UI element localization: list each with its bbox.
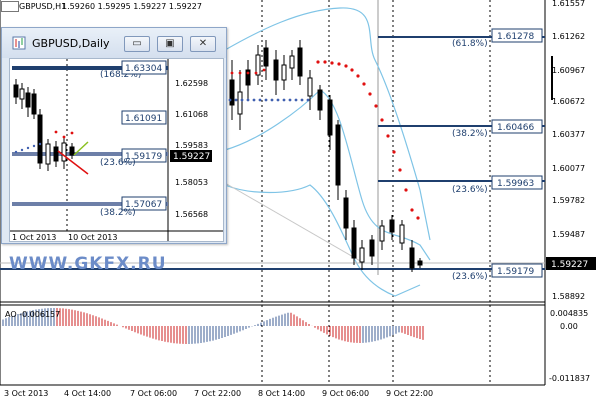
svg-text:1.62598: 1.62598 [175, 79, 208, 88]
fib-level-labels: (61.8%) 1.61278 (38.2%) 1.60466 (23.6%) … [452, 28, 543, 282]
daily-fib-pct-2: (23.6%) [100, 158, 136, 168]
daily-fib-pct-3: (38.2%) [100, 208, 136, 218]
fib-price-3: 1.59179 [497, 267, 534, 277]
daily-price-axis: 1.62598 1.61068 1.59583 1.58053 1.56568 [175, 79, 208, 219]
daily-candles [13, 79, 75, 171]
time-axis: 3 Oct 2013 4 Oct 14:00 7 Oct 06:00 7 Oct… [4, 389, 433, 398]
svg-text:1.61262: 1.61262 [552, 32, 585, 41]
daily-trend-green [73, 141, 89, 156]
daily-chart-window[interactable]: GBPUSD,Daily ▭ ▣ ✕ (168.2%) 1.63304 1.61… [1, 27, 227, 244]
daily-window-titlebar[interactable]: GBPUSD,Daily ▭ ▣ ✕ [2, 28, 226, 58]
svg-text:4 Oct 14:00: 4 Oct 14:00 [64, 389, 111, 398]
close-button[interactable]: ✕ [190, 36, 216, 52]
svg-text:9 Oct 22:00: 9 Oct 22:00 [386, 389, 433, 398]
daily-current-price: 1.59227 [173, 152, 210, 162]
psar-dots-red [230, 60, 420, 220]
daily-fib-price-2: 1.59179 [125, 152, 162, 162]
minimize-button[interactable]: ▭ [124, 36, 150, 52]
svg-text:1.58892: 1.58892 [552, 292, 585, 301]
fib-price-0: 1.61278 [497, 32, 534, 42]
daily-window-title: GBPUSD,Daily [32, 37, 110, 50]
watermark: WWW.GKFX.RU [9, 254, 167, 274]
fib-pct-1: (38.2%) [452, 129, 488, 139]
daily-trend-red [57, 150, 89, 175]
svg-text:1.60967: 1.60967 [552, 66, 585, 75]
current-price: 1.59227 [551, 260, 588, 270]
svg-text:1.61068: 1.61068 [175, 110, 208, 119]
trend-line [224, 182, 363, 263]
fib-pct-0: (61.8%) [452, 39, 488, 49]
daily-current-price-tag [170, 150, 212, 162]
svg-text:1.59782: 1.59782 [552, 196, 585, 205]
chart-icon [12, 36, 26, 50]
svg-text:10 Oct 2013: 10 Oct 2013 [68, 233, 117, 242]
chart-window-icon [1, 1, 19, 12]
symbol-info: GBPUSD,H1 [19, 2, 66, 11]
daily-fib-levels [12, 66, 168, 206]
current-price-tag [546, 257, 596, 270]
grid-verticals [261, 0, 491, 385]
svg-text:3 Oct 2013: 3 Oct 2013 [4, 389, 48, 398]
ao-histogram [2, 308, 424, 344]
daily-psar-blue [14, 142, 42, 154]
daily-fib-pct-0: (168.2%) [100, 70, 141, 80]
fib-price-2: 1.59963 [497, 179, 534, 189]
svg-text:9 Oct 06:00: 9 Oct 06:00 [322, 389, 369, 398]
ohlc-values: 1.59260 1.59295 1.59227 1.59227 [62, 2, 202, 11]
svg-text:7 Oct 22:00: 7 Oct 22:00 [194, 389, 241, 398]
svg-text:1.56568: 1.56568 [175, 210, 208, 219]
svg-text:1.60077: 1.60077 [552, 164, 585, 173]
daily-time-axis: 1 Oct 2013 10 Oct 2013 [12, 233, 117, 242]
daily-fib-price-3: 1.57067 [125, 200, 162, 210]
fib-pct-2: (23.6%) [452, 185, 488, 195]
fib-price-1: 1.60466 [497, 123, 534, 133]
psar-dots-blue [228, 98, 310, 102]
price-axis: 1.61557 1.61262 1.60967 1.60672 1.60377 … [551, 0, 585, 301]
ao-label: AO -0.006157 [5, 310, 60, 319]
svg-text:-0.011837: -0.011837 [549, 374, 590, 383]
svg-text:1.59583: 1.59583 [175, 141, 208, 150]
daily-fib-price-0: 1.63304 [125, 64, 162, 74]
candles [229, 40, 423, 272]
ao-axis: 0.004835 0.00 -0.011837 [549, 309, 590, 383]
svg-text:0.00: 0.00 [560, 322, 578, 331]
svg-text:1.58053: 1.58053 [175, 178, 208, 187]
daily-psar-red [54, 130, 74, 139]
daily-chart[interactable]: (168.2%) 1.63304 1.61091 1.59179 (23.6%)… [9, 58, 224, 242]
svg-text:1 Oct 2013: 1 Oct 2013 [12, 233, 56, 242]
fib-pct-3: (23.6%) [452, 272, 488, 282]
svg-text:1.61557: 1.61557 [552, 0, 585, 8]
svg-text:1.59487: 1.59487 [552, 230, 585, 239]
daily-fib-price-1: 1.61091 [125, 114, 162, 124]
svg-text:1.60377: 1.60377 [552, 130, 585, 139]
bands [224, 7, 431, 297]
svg-text:1.60672: 1.60672 [552, 97, 585, 106]
svg-text:8 Oct 14:00: 8 Oct 14:00 [258, 389, 305, 398]
svg-text:7 Oct 06:00: 7 Oct 06:00 [130, 389, 177, 398]
maximize-button[interactable]: ▣ [157, 36, 183, 52]
svg-text:0.004835: 0.004835 [550, 309, 588, 318]
